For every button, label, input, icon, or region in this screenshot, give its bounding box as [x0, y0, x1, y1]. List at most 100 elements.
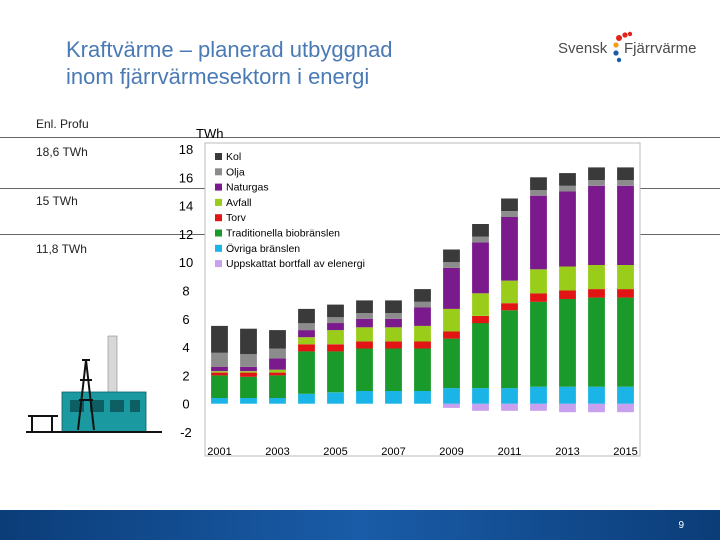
bar-segment	[327, 330, 344, 345]
bar-segment	[530, 386, 547, 404]
bar-segment	[588, 403, 605, 413]
y-tick-label: 8	[182, 284, 189, 299]
bar-segment	[327, 317, 344, 324]
bar-segment	[211, 398, 228, 404]
bar-segment	[617, 265, 634, 290]
bar-segment	[414, 301, 431, 308]
y-tick-label: 0	[182, 397, 189, 412]
bar-segment	[530, 177, 547, 190]
bar-segment	[559, 290, 576, 299]
bar-segment	[617, 386, 634, 404]
bar-segment	[472, 316, 489, 324]
bar-segment	[385, 341, 402, 349]
bar-segment	[443, 403, 460, 408]
bar-segment	[443, 331, 460, 339]
bar-segment	[211, 325, 228, 353]
bar-segment	[588, 167, 605, 181]
bar-segment	[240, 398, 257, 404]
bar-segment	[472, 323, 489, 389]
title-line-2: inom fjärrvärmesektorn i energi	[66, 64, 370, 89]
bar-segment	[269, 369, 286, 373]
bar-segment	[269, 330, 286, 349]
bar-segment	[327, 392, 344, 404]
bar-segment	[269, 398, 286, 404]
bar-segment	[443, 338, 460, 389]
bar-segment	[501, 216, 518, 281]
y-tick-label: -2	[180, 425, 192, 440]
bar-segment	[298, 330, 315, 338]
bar-segment	[327, 344, 344, 352]
x-tick-label: 2005	[323, 446, 347, 458]
y-tick-label: 2	[182, 368, 189, 383]
bar-segment	[414, 289, 431, 302]
bar-segment	[559, 299, 576, 387]
ref-label-11-8: 11,8 TWh	[36, 242, 87, 256]
bar-segment	[617, 167, 634, 181]
bar-segment	[240, 366, 257, 372]
slide-title: Kraftvärme – planerad utbyggnad inom fjä…	[66, 36, 506, 90]
legend-swatch	[215, 198, 222, 206]
bar-segment	[298, 337, 315, 345]
y-tick-label: 10	[179, 255, 193, 270]
ref-label-15: 15 TWh	[36, 194, 78, 208]
bar-segment	[443, 388, 460, 404]
bar-segment	[443, 262, 460, 268]
legend-label: Naturgas	[226, 182, 269, 194]
legend-swatch	[215, 229, 222, 237]
bar-segment	[414, 325, 431, 342]
footer-bar: 9	[0, 510, 720, 540]
bar-segment	[559, 266, 576, 291]
bar-segment	[356, 327, 373, 342]
bar-segment	[240, 328, 257, 355]
bar-segment	[269, 348, 286, 359]
legend-label: Övriga bränslen	[226, 243, 300, 255]
bar-segment	[298, 323, 315, 331]
bar-segment	[472, 242, 489, 294]
bar-segment	[559, 173, 576, 186]
source-note: Enl. Profu	[36, 117, 89, 131]
bar-segment	[298, 308, 315, 324]
bar-segment	[559, 403, 576, 413]
bar-segment	[530, 301, 547, 387]
bar-segment	[298, 344, 315, 352]
bar-segment	[559, 386, 576, 404]
x-tick-label: 2007	[381, 446, 405, 458]
legend-box	[206, 148, 366, 270]
bar-segment	[211, 371, 228, 373]
bar-segment	[211, 366, 228, 372]
bar-segment	[530, 195, 547, 270]
legend-swatch	[215, 153, 222, 160]
bar-segment	[327, 323, 344, 331]
bar-segment	[385, 391, 402, 404]
bar-segment	[501, 388, 518, 404]
bar-segment	[327, 304, 344, 318]
bar-segment	[269, 372, 286, 376]
bar-segment	[443, 249, 460, 263]
bar-segment	[617, 403, 634, 413]
bar-segment	[617, 185, 634, 265]
bar-segment	[617, 180, 634, 186]
x-tick-label: 2015	[613, 446, 637, 458]
bar-segment	[501, 198, 518, 212]
bar-segment	[385, 348, 402, 391]
bar-segment	[501, 211, 518, 217]
bar-segment	[472, 388, 489, 404]
logo-text-right: Fjärrvärme	[624, 40, 697, 57]
bar-segment	[617, 289, 634, 298]
y-tick-label: 14	[179, 199, 193, 214]
bar-segment	[472, 224, 489, 237]
y-tick-label: 12	[179, 227, 193, 242]
legend-label: Uppskattat bortfall av elenergi	[226, 258, 365, 270]
bar-segment	[240, 354, 257, 367]
bar-segment	[414, 341, 431, 349]
bar-segment	[240, 371, 257, 373]
bar-segment	[240, 372, 257, 377]
svensk-fjarrvarme-logo: Svensk Fjärrvärme	[558, 31, 697, 63]
x-tick-label: 2003	[265, 446, 289, 458]
y-tick-label: 6	[182, 312, 189, 327]
bar-segment	[211, 372, 228, 376]
legend-label: Kol	[226, 151, 241, 163]
bar-segment	[298, 351, 315, 394]
bar-segment	[385, 300, 402, 314]
